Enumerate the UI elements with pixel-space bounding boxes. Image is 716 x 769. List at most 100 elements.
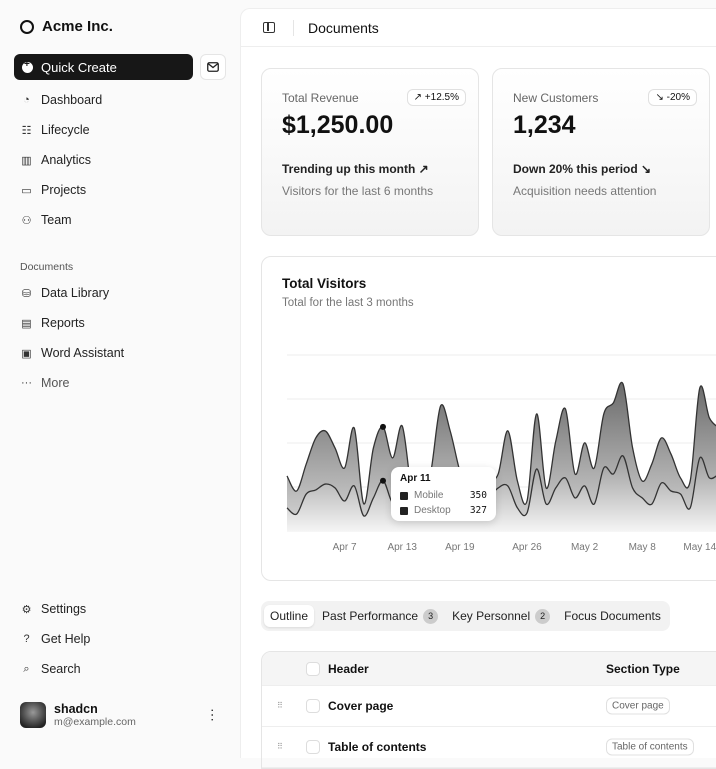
trend-badge: ↗ +12.5% <box>406 89 466 106</box>
x-tick-label: Apr 7 <box>333 542 357 553</box>
tooltip-value: 350 <box>469 490 487 501</box>
user-email: m@example.com <box>54 716 136 728</box>
nav-label: Analytics <box>41 153 92 167</box>
outline-table: Header Section Type ⠿ Cover page Cover p… <box>261 651 716 769</box>
gear-icon: ⚙ <box>21 603 32 616</box>
section-type-badge: Cover page <box>606 697 670 715</box>
tooltip-row: Desktop 327 <box>400 503 487 518</box>
search-icon: ⌕ <box>23 662 30 675</box>
sidebar-item-get-help[interactable]: ? Get Help <box>20 632 90 646</box>
visitors-chart-card: Total Visitors Total for the last 3 mont… <box>261 256 716 581</box>
user-menu[interactable]: shadcn m@example.com <box>20 702 136 728</box>
legend-swatch <box>400 506 408 515</box>
x-tick-label: Apr 13 <box>387 542 417 553</box>
database-icon: ⛁ <box>21 287 32 300</box>
plus-circle-icon <box>22 59 33 73</box>
row-header: Cover page <box>328 699 394 713</box>
sidebar-item-team[interactable]: ⚇ Team <box>20 213 72 227</box>
brand[interactable]: Acme Inc. <box>20 18 113 35</box>
sidebar-item-word-assistant[interactable]: ▣ Word Assistant <box>20 346 124 360</box>
user-name: shadcn <box>54 702 98 716</box>
more-icon: ··· <box>21 377 32 389</box>
desktop-point <box>380 477 386 484</box>
file-icon: ▣ <box>21 347 32 360</box>
drag-handle-icon[interactable]: ⠿ <box>277 742 283 751</box>
row-header: Table of contents <box>328 740 427 754</box>
table-row: ⠿ Cover page Cover page <box>262 686 716 727</box>
avatar <box>20 702 46 728</box>
nav-label: Search <box>41 662 81 676</box>
nav-label: Lifecycle <box>41 123 90 137</box>
tab-label: Focus Documents <box>564 609 661 623</box>
sidebar-item-settings[interactable]: ⚙ Settings <box>20 602 87 616</box>
count-badge: 2 <box>535 608 551 624</box>
folder-icon: ▭ <box>21 184 32 197</box>
tab-label: Outline <box>270 609 309 623</box>
sidebar-toggle-icon[interactable] <box>263 22 275 33</box>
nav-label: Data Library <box>41 286 110 300</box>
sidebar-item-data-library[interactable]: ⛁ Data Library <box>20 286 109 300</box>
tab-past-performance[interactable]: Past Performance 3 <box>316 605 444 628</box>
help-icon: ? <box>23 633 30 645</box>
tab-label: Past Performance <box>322 609 419 623</box>
row-checkbox[interactable] <box>306 699 320 713</box>
tab-focus-documents[interactable]: Focus Documents <box>558 605 667 627</box>
tab-label: Key Personnel <box>452 609 531 623</box>
x-tick-label: Apr 19 <box>445 542 475 553</box>
x-tick-label: May 14 <box>683 542 716 553</box>
section-type-badge: Table of contents <box>606 738 694 756</box>
tab-outline[interactable]: Outline <box>264 605 315 627</box>
desktop-line <box>286 455 716 517</box>
main-content: Documents Total Revenue $1,250.00 ↗ +12.… <box>240 8 716 769</box>
gauge-icon: ◔ <box>23 94 30 106</box>
column-header: Section Type <box>606 661 680 676</box>
kpi-label: Total Revenue <box>282 91 359 105</box>
area-chart[interactable]: Apr 7 Apr 13 Apr 19 Apr 26 May 2 May 8 May 14 <box>262 257 716 582</box>
sidebar-item-dashboard[interactable]: ◔ Dashboard <box>20 93 102 107</box>
mobile-line <box>286 381 716 510</box>
logo-icon <box>20 19 34 34</box>
quick-create-label: Quick Create <box>41 59 117 75</box>
kpi-trend: Trending up this month ↗ <box>282 162 429 176</box>
page-title: Documents <box>308 19 379 36</box>
sidebar-item-analytics[interactable]: ▥ Analytics <box>20 153 91 167</box>
select-all-checkbox[interactable] <box>306 661 320 676</box>
drag-handle-icon[interactable]: ⠿ <box>277 701 283 710</box>
topbar: Documents <box>241 9 716 47</box>
sidebar-item-more[interactable]: ··· More <box>20 376 69 390</box>
user-options-icon[interactable]: ⋯ <box>205 708 221 722</box>
sidebar-item-reports[interactable]: ▤ Reports <box>20 316 85 330</box>
quick-create-button[interactable]: Quick Create <box>14 54 193 80</box>
sidebar-item-search[interactable]: ⌕ Search <box>20 662 81 676</box>
chart-tooltip: Apr 11 Mobile 350 Desktop 327 <box>391 467 496 521</box>
chart-subtitle: Total for the last 3 months <box>282 297 414 309</box>
nav-label: More <box>41 376 70 390</box>
nav-label: Team <box>41 213 72 227</box>
kpi-subtext: Acquisition needs attention <box>513 184 657 198</box>
x-tick-label: May 8 <box>629 542 657 553</box>
tab-key-personnel[interactable]: Key Personnel 2 <box>446 605 556 628</box>
tooltip-value: 327 <box>469 505 487 516</box>
sidebar: Acme Inc. Quick Create ◔ Dashboard ☷ Lifec… <box>0 0 240 750</box>
trend-badge: ↘ -20% <box>648 89 697 106</box>
brand-name: Acme Inc. <box>42 18 113 35</box>
x-tick-label: May 2 <box>571 542 599 553</box>
kpi-card-customers: New Customers 1,234 ↘ -20% Down 20% this… <box>492 68 710 236</box>
nav-label: Projects <box>41 183 87 197</box>
sidebar-item-projects[interactable]: ▭ Projects <box>20 183 86 197</box>
nav-label: Get Help <box>41 632 91 646</box>
row-checkbox[interactable] <box>306 740 320 754</box>
kpi-value: 1,234 <box>513 111 576 139</box>
table-row: ⠿ Table of contents Table of contents <box>262 727 716 768</box>
kpi-value: $1,250.00 <box>282 111 394 139</box>
kpi-label: New Customers <box>513 91 599 105</box>
nav-label: Word Assistant <box>41 346 125 360</box>
users-icon: ⚇ <box>21 214 32 227</box>
sidebar-item-lifecycle[interactable]: ☷ Lifecycle <box>20 123 90 137</box>
nav-label: Reports <box>41 316 85 330</box>
chart-title: Total Visitors <box>282 276 367 291</box>
kpi-card-revenue: Total Revenue $1,250.00 ↗ +12.5% Trendin… <box>261 68 479 236</box>
inbox-button[interactable] <box>200 54 226 80</box>
mail-icon <box>207 62 219 72</box>
column-header: Header <box>328 661 369 676</box>
